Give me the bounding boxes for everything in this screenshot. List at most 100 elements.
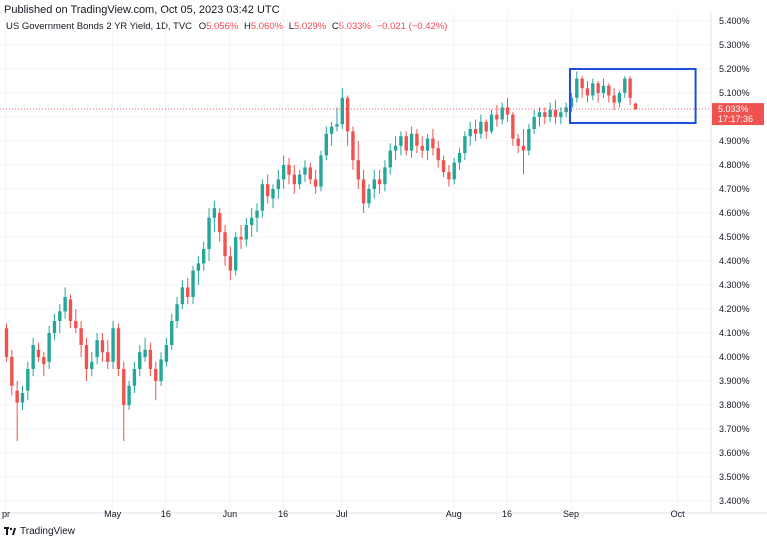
x-tick-label: Aug [446, 509, 462, 519]
tradingview-logo-icon [4, 527, 16, 535]
candle-body [68, 299, 73, 321]
candles-group [4, 71, 638, 441]
candle-body [202, 249, 206, 264]
candle-body [452, 162, 456, 180]
legend-change: −0.021 (−0.42%) [376, 21, 448, 32]
candle-body [313, 179, 318, 187]
candle-body [239, 237, 243, 240]
y-tick-label: 4.200% [719, 304, 750, 314]
y-tick-label: 4.800% [719, 160, 750, 170]
candle-body [180, 287, 185, 305]
candle-body [79, 328, 83, 345]
candle-body [361, 179, 366, 204]
x-tick-label: pr [2, 509, 10, 519]
footer-brand-label: TradingView [20, 526, 76, 537]
y-tick-label: 5.100% [719, 88, 750, 98]
candle-body [575, 78, 579, 98]
candle-body [106, 352, 110, 362]
y-tick-label: 3.800% [719, 400, 750, 410]
candle-body [138, 352, 142, 369]
candle-body [553, 109, 558, 117]
candle-body [276, 179, 281, 189]
candle-body [425, 138, 430, 151]
y-tick-label: 4.600% [719, 208, 750, 218]
candle-body [143, 349, 147, 357]
candle-body [489, 114, 494, 132]
candle-body [303, 167, 307, 175]
x-tick-label: Oct [671, 509, 686, 519]
candle-body [564, 107, 568, 113]
candle-body [255, 210, 259, 218]
footer-brand: TradingView [4, 526, 75, 537]
candle-body [127, 385, 131, 405]
candle-body [340, 97, 344, 125]
candle-body [559, 112, 563, 117]
candle-body [196, 263, 201, 271]
candle-body [319, 155, 323, 187]
x-tick-label: Jul [336, 509, 348, 519]
candle-body [271, 189, 275, 199]
price-badge-countdown: 17:17:36 [718, 114, 753, 124]
candle-body [505, 107, 510, 115]
candle-body [383, 167, 387, 185]
y-tick-label: 3.400% [719, 496, 750, 506]
candle-body [223, 232, 227, 257]
candle-body [154, 369, 158, 381]
legend-low-label: L [288, 21, 294, 32]
legend-close-label: C [331, 21, 339, 32]
y-tick-label: 4.000% [719, 352, 750, 362]
candle-body [511, 114, 515, 139]
candle-body [377, 179, 382, 185]
candle-body [116, 328, 121, 369]
candle-body [164, 345, 169, 362]
candle-body [10, 357, 14, 386]
x-tick-label: Jun [223, 509, 238, 519]
candle-body [345, 97, 350, 132]
candle-body [393, 145, 398, 151]
candle-body [265, 184, 270, 197]
candle-body [601, 85, 606, 93]
candle-body [628, 78, 632, 98]
candle-body [372, 179, 376, 189]
candle-body [415, 133, 419, 146]
candle-body [308, 167, 313, 180]
candle-body [388, 150, 392, 168]
candle-body [441, 160, 446, 173]
candle-body [548, 109, 552, 117]
y-tick-label: 4.500% [719, 232, 750, 242]
x-tick-label: 16 [161, 509, 171, 519]
candle-body [351, 131, 355, 161]
price-badge: 5.033% 17:17:36 [712, 103, 764, 126]
candle-body [47, 333, 51, 362]
candle-body [42, 357, 46, 365]
candle-body [233, 237, 238, 271]
published-header: Published on TradingView.com, Oct 05, 20… [4, 4, 280, 16]
candle-body [537, 112, 542, 117]
candle-body [521, 145, 526, 151]
candle-body [356, 160, 360, 180]
candle-body [484, 121, 488, 132]
chart-legend: US Government Bonds 2 YR Yield, 1D, TVC … [6, 21, 447, 32]
candle-body [404, 136, 408, 151]
candle-body [431, 138, 435, 149]
y-tick-label: 5.200% [719, 64, 750, 74]
y-tick-label: 4.300% [719, 280, 750, 290]
candle-body [20, 393, 25, 403]
legend-high-label: H [243, 21, 251, 32]
legend-close-value: 5.033% [338, 21, 371, 32]
candle-body [170, 321, 174, 345]
candle-body [186, 287, 190, 297]
candle-body [260, 184, 265, 211]
candle-body [52, 321, 57, 333]
candle-body [463, 136, 467, 153]
candle-body [447, 172, 451, 180]
candle-body [212, 208, 217, 218]
highlight-box [568, 68, 697, 124]
candle-body [457, 153, 462, 163]
candle-body [84, 345, 89, 369]
candle-body [249, 217, 254, 225]
candle-body [367, 189, 371, 204]
candle-body [26, 369, 30, 391]
candle-body [31, 345, 35, 369]
